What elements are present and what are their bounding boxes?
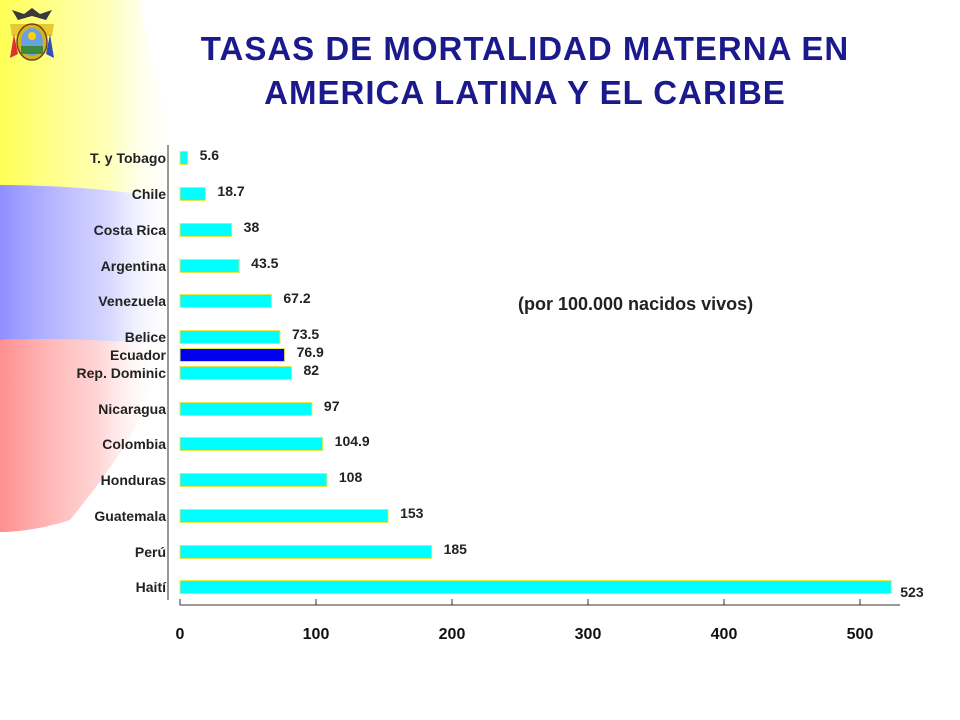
data-label: 185 [444,541,468,557]
data-label: 18.7 [217,183,244,199]
data-label: 82 [304,362,320,378]
bar [179,366,293,380]
flag-red-stripe [0,339,165,532]
flag-blue-stripe [0,185,180,345]
chart-title-line-1: TASAS DE MORTALIDAD MATERNA EN [200,30,850,67]
bar [179,259,240,273]
bar [179,294,272,308]
bar [179,151,189,165]
bar [179,473,328,487]
category-label: T. y Tobago [90,150,166,166]
data-label: 43.5 [251,255,278,271]
bar [179,545,433,559]
category-label: Haití [136,579,167,595]
bar [179,509,389,523]
category-label: Ecuador [110,347,167,363]
category-label: Belice [125,329,166,345]
category-label: Costa Rica [94,222,167,238]
chart-title-line-2: AMERICA LATINA Y EL CARIBE [264,74,786,111]
category-label: Colombia [102,436,166,452]
bar [179,437,324,451]
x-tick-label: 100 [303,626,330,643]
x-tick-label: 200 [439,626,466,643]
data-label: 73.5 [292,326,319,342]
bar [179,223,233,237]
category-label: Nicaragua [98,401,166,417]
category-label: Venezuela [98,293,166,309]
bar [179,402,313,416]
category-label: Chile [132,186,166,202]
data-label: 38 [244,219,260,235]
x-tick-label: 400 [711,626,738,643]
data-label: 5.6 [200,147,220,163]
category-label: Honduras [101,472,167,488]
category-label: Argentina [101,258,167,274]
data-label: 104.9 [335,433,370,449]
category-label: Guatemala [94,508,166,524]
x-tick-label: 0 [176,626,185,643]
data-label: 153 [400,505,424,521]
data-label: 97 [324,398,340,414]
bar [179,330,281,344]
bar [179,187,206,201]
chart-subtitle: (por 100.000 nacidos vivos) [518,294,754,314]
x-tick-label: 300 [575,626,602,643]
category-label: Rep. Dominic [77,365,167,381]
bar [179,580,892,594]
data-label: 523 [900,584,924,600]
category-label: Perú [135,544,166,560]
data-label: 76.9 [297,344,324,360]
bar [179,348,286,362]
x-tick-label: 500 [847,626,874,643]
ecuador-coat-of-arms-icon [10,8,54,61]
data-label: 67.2 [283,290,310,306]
data-label: 108 [339,469,363,485]
